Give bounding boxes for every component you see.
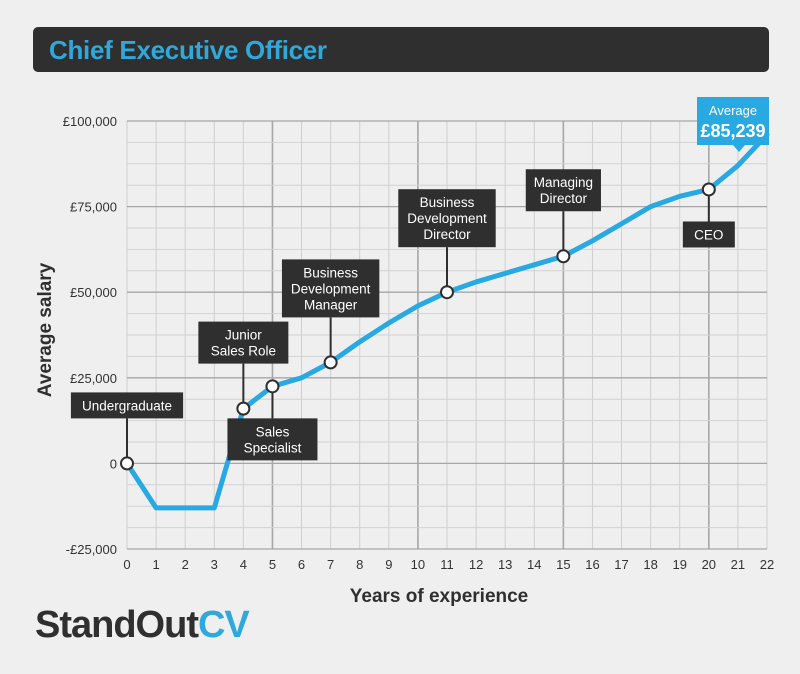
annotation-box	[198, 321, 289, 364]
annotation-box	[281, 259, 380, 318]
annotation-label: Development	[291, 281, 371, 296]
x-tick-label: 6	[298, 557, 305, 572]
x-tick-label: 22	[760, 557, 774, 572]
data-point-marker	[701, 182, 716, 197]
annotation: CEO	[682, 182, 735, 248]
callout-value: £85,239	[700, 121, 765, 141]
x-tick-label: 18	[643, 557, 657, 572]
annotation-label: Managing	[534, 175, 593, 190]
average-callout: Average £85,239	[697, 97, 769, 152]
y-tick-label: 0	[110, 456, 117, 471]
x-tick-label: 12	[469, 557, 483, 572]
annotation-box	[682, 221, 735, 248]
annotation-label: Sales Role	[211, 344, 276, 359]
annotation-box	[398, 189, 496, 248]
annotation-label: Junior	[225, 328, 262, 343]
brand-name: StandOut	[35, 604, 199, 646]
annotation-box	[525, 169, 601, 212]
x-tick-label: 17	[614, 557, 628, 572]
title-bar: Chief Executive Officer	[33, 27, 769, 72]
y-axis-title: Average salary	[35, 262, 56, 397]
annotation-label: Director	[540, 191, 588, 206]
callout-box	[697, 97, 769, 145]
x-tick-label: 4	[240, 557, 247, 572]
x-tick-label: 7	[327, 557, 334, 572]
x-tick-label: 20	[702, 557, 716, 572]
x-tick-label: 21	[731, 557, 745, 572]
y-tick-label: £50,000	[70, 285, 117, 300]
x-tick-label: 3	[211, 557, 218, 572]
data-point-marker	[440, 285, 454, 300]
y-tick-label: £100,000	[63, 114, 117, 129]
brand-logo: StandOutCV	[35, 604, 250, 647]
x-tick-label: 10	[411, 557, 425, 572]
x-tick-label: 13	[498, 557, 512, 572]
annotation-label: Sales	[256, 424, 290, 439]
annotation-label: Specialist	[244, 440, 302, 455]
y-tick-label: £25,000	[70, 371, 117, 386]
x-tick-label: 15	[556, 557, 570, 572]
data-point-marker	[323, 355, 338, 370]
data-point-marker	[556, 249, 571, 264]
x-tick-label: 8	[356, 557, 363, 572]
annotation: Undergraduate	[70, 392, 184, 471]
annotation-label: Undergraduate	[82, 398, 172, 413]
data-point-marker	[236, 401, 251, 416]
y-tick-label: -£25,000	[66, 542, 117, 557]
callout-label: Average	[709, 103, 757, 118]
x-tick-label: 1	[152, 557, 159, 572]
data-point-marker	[265, 379, 280, 394]
x-tick-label: 5	[269, 557, 276, 572]
page-title: Chief Executive Officer	[49, 35, 327, 65]
annotation-label: Director	[423, 227, 471, 242]
annotation-box	[227, 418, 318, 461]
data-point-marker	[120, 456, 134, 471]
x-axis-title: Years of experience	[350, 586, 529, 607]
annotation-label: Development	[407, 211, 487, 226]
x-tick-label: 11	[440, 557, 454, 572]
x-tick-label: 0	[123, 557, 130, 572]
annotation-label: Business	[420, 195, 475, 210]
brand-suffix: CV	[197, 604, 250, 646]
annotation-label: CEO	[694, 227, 723, 242]
grid	[126, 120, 768, 550]
y-tick-label: £75,000	[70, 200, 117, 215]
callout-pointer	[733, 145, 745, 152]
x-tick-label: 9	[385, 557, 392, 572]
annotation-label: Business	[303, 265, 358, 280]
x-tick-label: 16	[585, 557, 599, 572]
annotation-label: Manager	[304, 297, 358, 312]
x-tick-label: 19	[672, 557, 686, 572]
annotation-box	[70, 392, 184, 419]
x-tick-label: 14	[527, 557, 541, 572]
x-tick-label: 2	[182, 557, 189, 572]
